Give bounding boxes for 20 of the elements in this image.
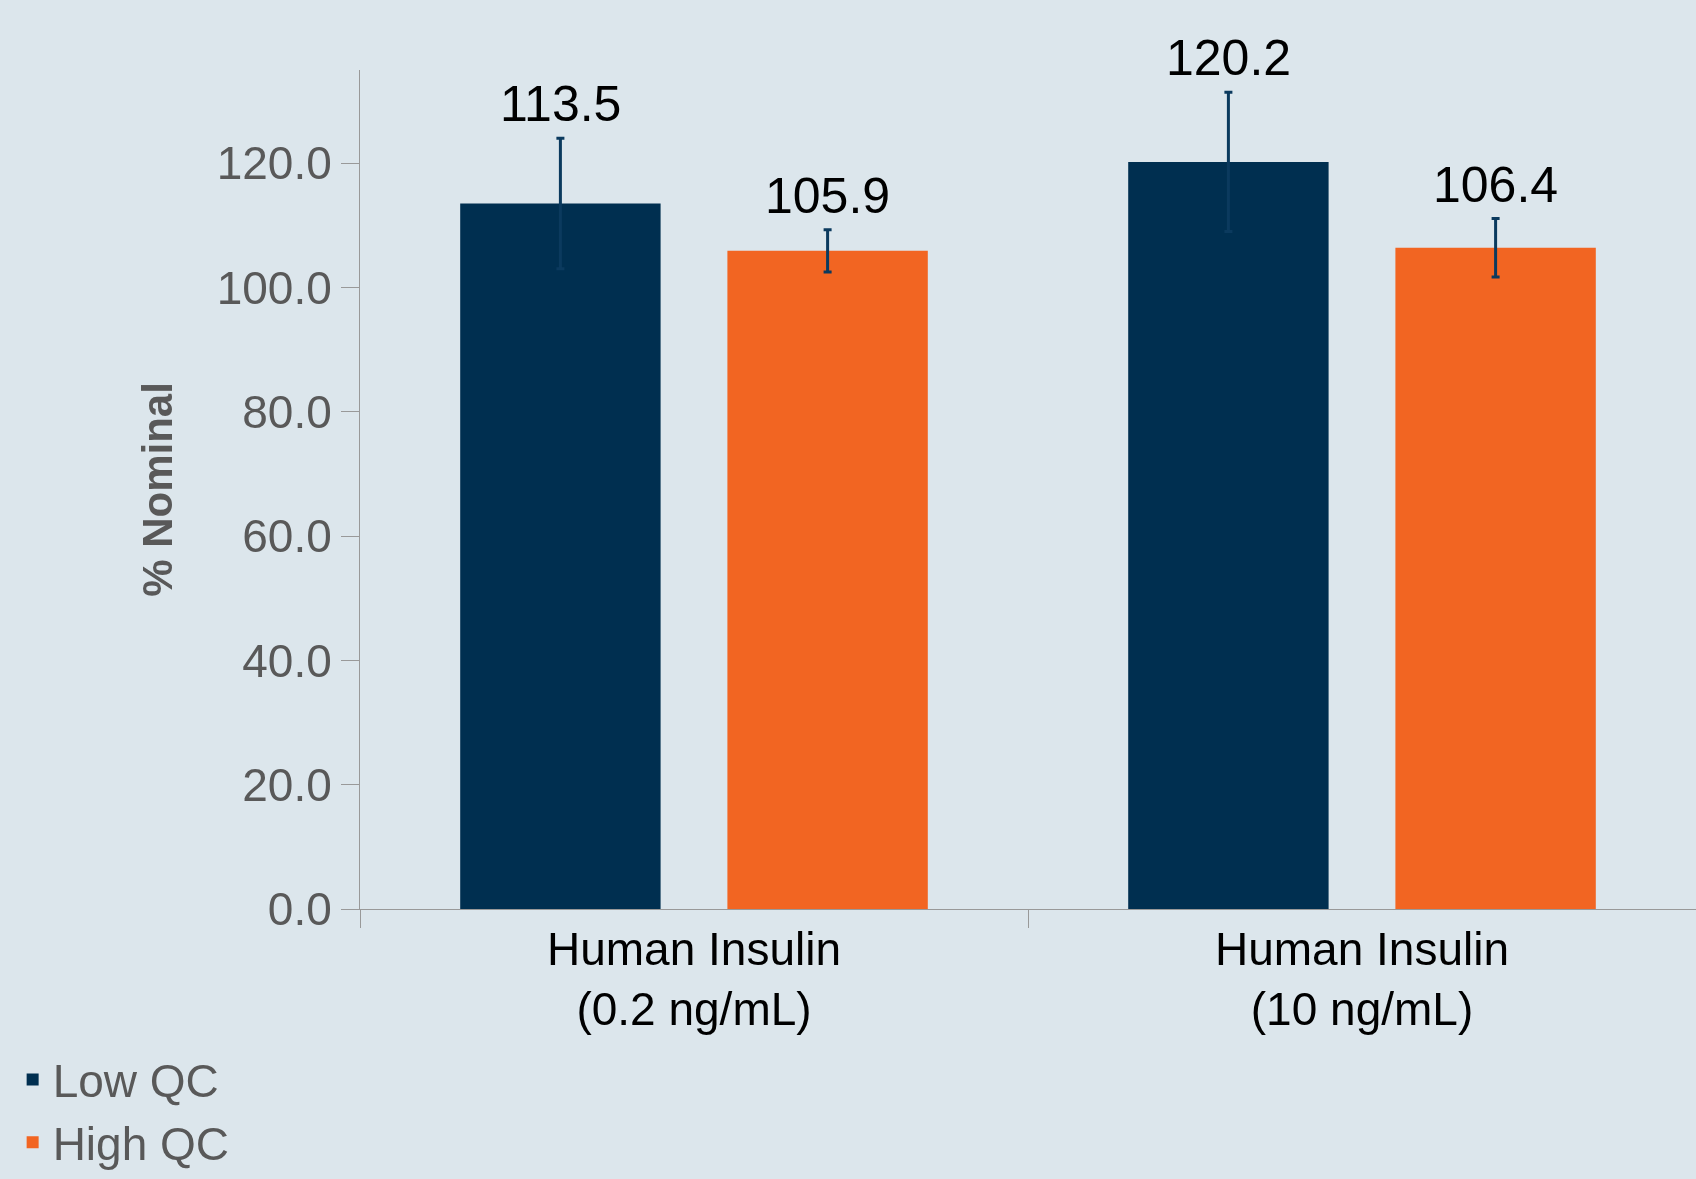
data-label: 113.5 <box>500 76 622 132</box>
y-tick-label: 80.0 <box>242 385 332 438</box>
bar <box>460 203 661 909</box>
legend-label: High QC <box>52 1118 230 1171</box>
bar <box>727 250 928 909</box>
y-tick-label: 100.0 <box>216 261 332 314</box>
y-tick-label: 40.0 <box>242 634 332 687</box>
y-axis-title: % Nominal <box>134 382 182 597</box>
x-tick-label: Human Insulin (10 ng/mL) <box>1214 923 1510 1035</box>
y-tick-label: 0.0 <box>267 883 332 936</box>
y-tick-label: 120.0 <box>216 137 332 190</box>
bar <box>1128 161 1329 909</box>
y-tick-label: 60.0 <box>242 510 332 563</box>
y-tick-label: 20.0 <box>242 758 332 811</box>
data-label: 106.4 <box>1433 157 1559 213</box>
data-label: 105.9 <box>765 168 891 224</box>
data-label: 120.2 <box>1166 30 1292 86</box>
bar <box>1395 247 1596 909</box>
legend-label: Low QC <box>52 1055 219 1108</box>
x-tick-label: Human Insulin (0.2 ng/mL) <box>546 923 842 1035</box>
